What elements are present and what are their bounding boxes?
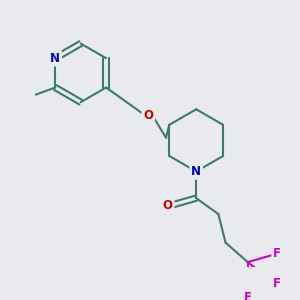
- Text: F: F: [273, 247, 281, 260]
- Text: O: O: [163, 199, 173, 212]
- Text: O: O: [143, 109, 153, 122]
- Text: F: F: [244, 291, 252, 300]
- Text: F: F: [273, 277, 281, 290]
- Text: N: N: [50, 52, 60, 65]
- Text: N: N: [191, 165, 201, 178]
